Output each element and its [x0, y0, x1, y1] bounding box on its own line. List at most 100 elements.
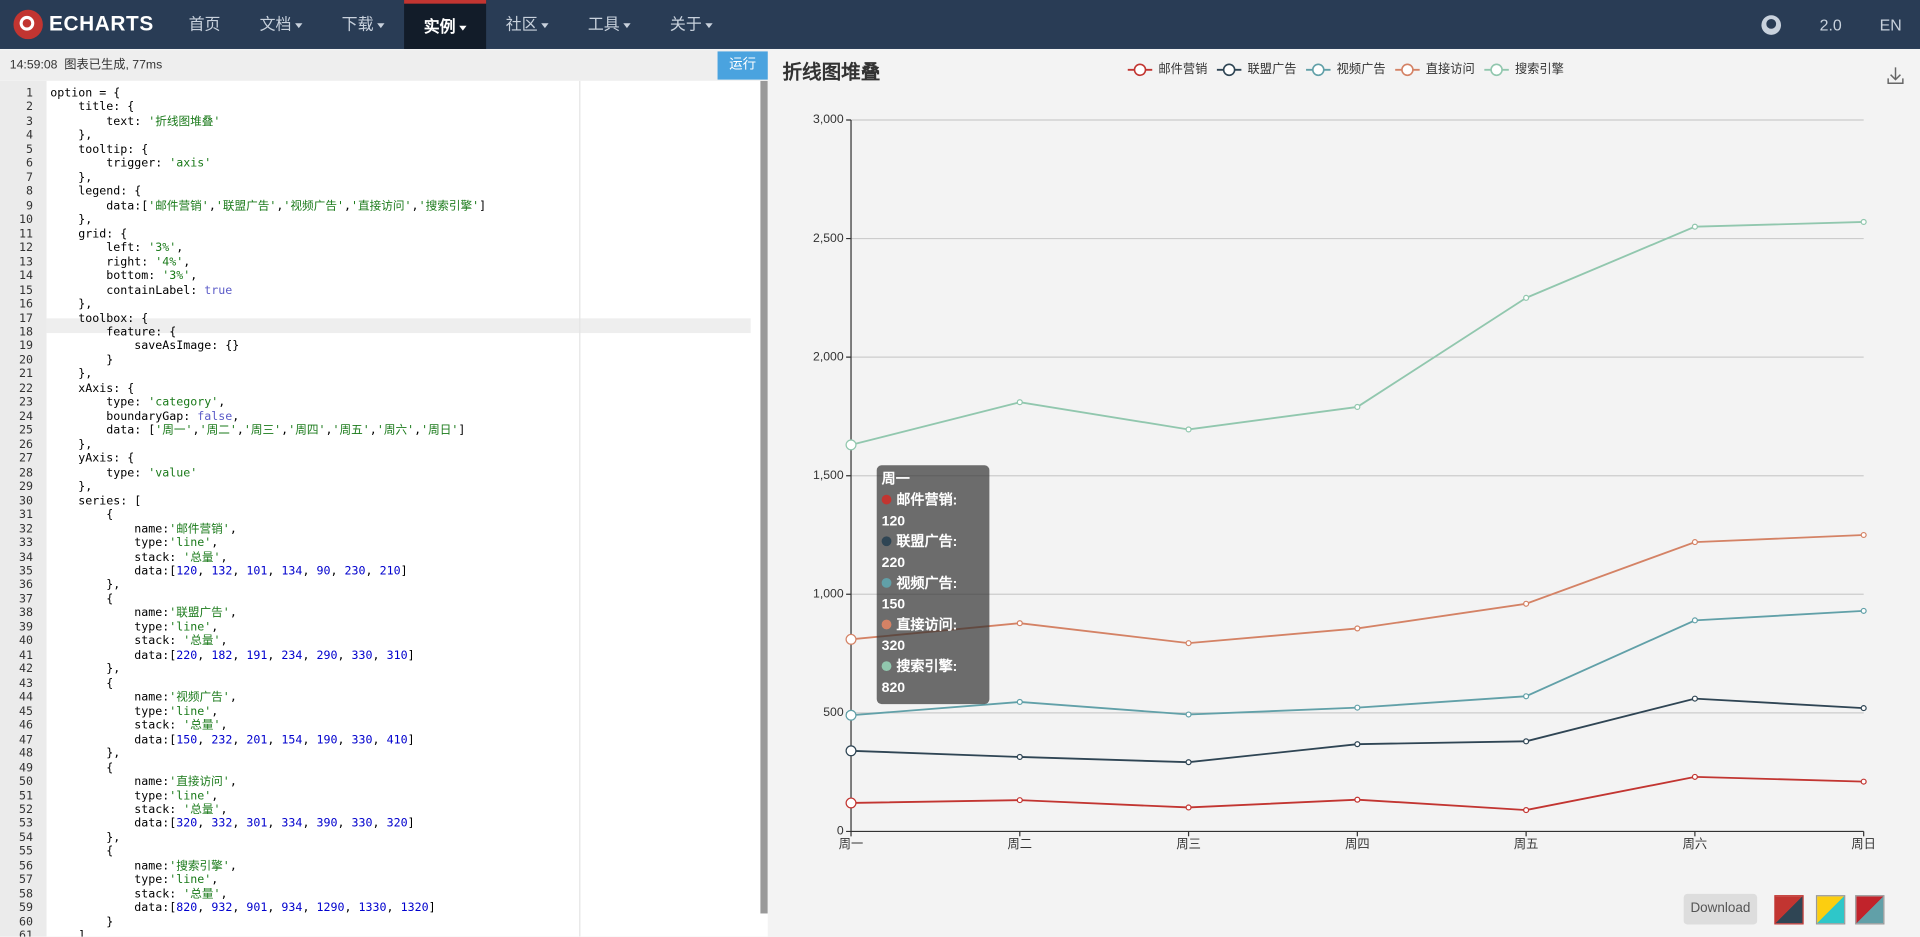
- line-number: 42: [19, 662, 34, 677]
- menu-label: 实例: [423, 17, 456, 36]
- code-line: name:'视频广告',: [50, 690, 237, 705]
- line-number: 41: [19, 648, 34, 663]
- code-line: left: '3%',: [50, 241, 184, 255]
- code-line: type:'line',: [50, 789, 219, 803]
- line-number: 23: [19, 395, 34, 410]
- line-number: 43: [19, 676, 34, 691]
- line-number: 17: [19, 311, 34, 326]
- line-number: 53: [19, 817, 34, 831]
- menu-item[interactable]: 实例: [404, 0, 487, 49]
- download-button[interactable]: Download: [1683, 893, 1758, 925]
- line-number: 29: [19, 480, 34, 494]
- legend-symbol: [1222, 63, 1236, 77]
- code-line: stack: '总量',: [50, 634, 228, 649]
- line-number: 16: [19, 297, 34, 312]
- tooltip-dot: [881, 661, 892, 672]
- series-line: [851, 775, 1864, 812]
- tooltip: 周一 邮件营销: 120 联盟广告: 220 视频广告: 150 直接访问: 320 搜索…: [876, 465, 990, 705]
- line-number: 45: [19, 704, 34, 719]
- data-point: [1185, 426, 1192, 433]
- legend-item[interactable]: 联盟广告: [1216, 62, 1297, 77]
- code-editor[interactable]: 1 2 3 4 5 6 7 8 9 10 11 12 13 14 15 16 17 18 19 20 21 22 23 24 2…: [0, 80, 768, 937]
- code-line: name:'直接访问',: [50, 775, 237, 789]
- data-point: [845, 633, 857, 645]
- line-number: 51: [19, 789, 34, 803]
- caret: [623, 22, 631, 28]
- menu-item[interactable]: 关于: [650, 0, 732, 49]
- data-point: [1523, 294, 1530, 301]
- data-point: [1691, 773, 1698, 780]
- tooltip-row: 搜索引擎: 820: [881, 658, 985, 700]
- logo[interactable]: ECHARTS: [12, 7, 154, 41]
- code-line: },: [50, 480, 93, 494]
- tooltip-text: 邮件营销: 120: [881, 493, 958, 529]
- line-number: 47: [19, 732, 34, 747]
- data-point: [1523, 600, 1530, 607]
- code-line: },: [50, 129, 93, 143]
- run-button[interactable]: 运行: [717, 51, 768, 80]
- code-line: series: [: [50, 494, 142, 508]
- menu-item[interactable]: 文档: [240, 0, 322, 49]
- line-number: 1: [26, 86, 34, 101]
- line-number: 54: [19, 831, 34, 845]
- code-line: containLabel: true: [50, 283, 233, 298]
- code-line: data:[120, 132, 101, 134, 90, 230, 210]: [50, 564, 408, 578]
- line-number: 15: [19, 283, 34, 298]
- tooltip-row: 联盟广告: 220: [881, 533, 985, 575]
- scrollbar[interactable]: [760, 80, 768, 914]
- theme-swatch[interactable]: [1855, 895, 1885, 925]
- line-number: 36: [19, 578, 34, 592]
- x-tick-label: 周四: [1345, 837, 1369, 851]
- legend-item[interactable]: 视频广告: [1306, 61, 1386, 77]
- code-line: },: [50, 367, 93, 382]
- line-number: 32: [19, 522, 34, 536]
- code-line: },: [50, 213, 93, 227]
- line-number: 35: [19, 564, 34, 578]
- x-tick-label: 周六: [1683, 837, 1707, 851]
- tooltip-text: 联盟广告: 220: [881, 535, 958, 571]
- data-point: [1354, 741, 1361, 748]
- tooltip-dot: [881, 536, 892, 547]
- menu-label: 文档: [259, 14, 292, 34]
- theme-swatch[interactable]: [1774, 895, 1804, 925]
- legend-item[interactable]: 搜索引擎: [1484, 61, 1564, 77]
- legend-item[interactable]: 直接访问: [1395, 61, 1475, 77]
- data-point: [1354, 796, 1361, 803]
- menu: 首页 文档 下载 实例 社区 工具 关于: [169, 0, 732, 49]
- line-number: 7: [26, 171, 34, 185]
- code-line: bottom: '3%',: [50, 269, 198, 283]
- lang[interactable]: EN: [1879, 15, 1902, 35]
- menu-label: 下载: [341, 14, 374, 34]
- data-point: [1185, 640, 1192, 647]
- code-line: tooltip: {: [50, 143, 149, 157]
- series-line: [850, 221, 1864, 446]
- code-line: title: {: [50, 100, 135, 115]
- line-number: 61: [19, 929, 34, 937]
- menu-item[interactable]: 首页: [169, 0, 240, 49]
- data-point: [1860, 531, 1867, 539]
- status-text: 14:59:08 图表已生成, 77ms: [9, 58, 163, 73]
- menu-item[interactable]: 下载: [322, 0, 404, 49]
- caret: [295, 22, 303, 28]
- line-number: 27: [19, 452, 34, 466]
- save-icon[interactable]: [1887, 67, 1904, 85]
- tooltip-title: 周一: [881, 472, 910, 488]
- code-line: },: [50, 171, 93, 185]
- line-number: 34: [19, 550, 34, 564]
- line-number: 50: [19, 775, 34, 789]
- tooltip-dot: [881, 577, 892, 588]
- code-line: name:'搜索引擎',: [50, 859, 237, 873]
- data-point: [1354, 625, 1361, 632]
- menu-item[interactable]: 社区: [486, 0, 568, 49]
- line-number: 2: [26, 100, 34, 115]
- x-tick-label: 周一: [839, 837, 863, 851]
- menu-item[interactable]: 工具: [568, 0, 650, 49]
- y-tick-label: 3,000: [813, 112, 844, 126]
- github-icon[interactable]: [1761, 15, 1782, 36]
- code-line: type:'line',: [50, 704, 219, 719]
- line-number: 39: [19, 620, 34, 635]
- version[interactable]: 2.0: [1819, 15, 1842, 35]
- legend-symbol: [1133, 63, 1147, 77]
- theme-swatch[interactable]: [1815, 895, 1846, 925]
- legend-item[interactable]: 邮件营销: [1127, 62, 1208, 77]
